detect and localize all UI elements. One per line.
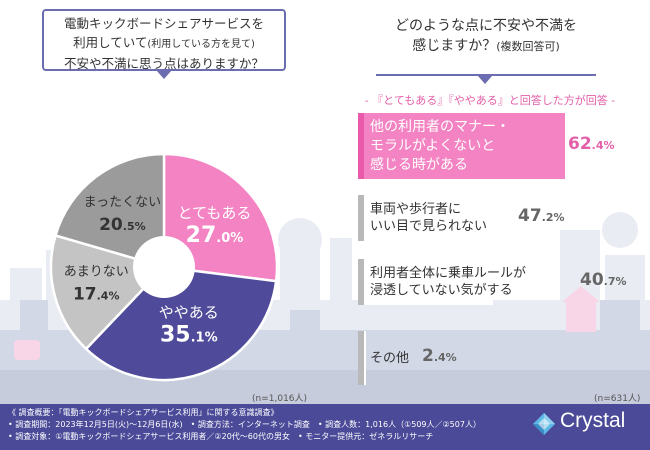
bar-category-label: 他の利用者のマナー・ モラルがよくないと 感じる時がある — [370, 118, 510, 173]
bar — [358, 195, 515, 241]
bar-sample-size: (n=631人) — [594, 394, 641, 404]
bar-value-label: 2.4% — [422, 346, 457, 366]
crystal-logo-icon — [533, 413, 555, 435]
bar-value-label: 40.7% — [580, 270, 627, 290]
footer-line-2: • 調査期間：2023年12月5日(火)〜12月6日(水) • 調査方法：インタ… — [8, 420, 481, 429]
right-question-line-2: 感じますか？(複数回答可) — [376, 36, 596, 57]
crystal-brand-name: Crystal — [560, 409, 626, 432]
right-question-pointer — [478, 76, 492, 84]
pie-slice-value: 27.0% — [186, 223, 244, 248]
pie-slice-2 — [84, 265, 278, 382]
pie-slice-1 — [162, 152, 279, 283]
left-question-note: (利用している方を見て) — [147, 39, 255, 50]
bar — [358, 113, 565, 179]
bar-category-label: 利用者全体に乗車ルールが 浸透していない気がする — [370, 266, 527, 298]
pie-slice-value: 20.5% — [99, 215, 146, 235]
pie-center-hole — [133, 236, 195, 298]
pie-slice-value: 17.4% — [73, 285, 120, 305]
left-question-line-1: 電動キックボードシェアサービスを — [63, 16, 264, 31]
footer-line-3: • 調査対象：①電動キックボードシェアサービス利用者／②20代〜60代の男女 •… — [8, 432, 434, 441]
pie-slice-label: あまりない — [64, 265, 129, 280]
respondent-subnote: - 『とてもある』『ややある』と回答した方が回答 - — [364, 94, 616, 107]
bar-category-label: 車両や歩行者に いい目で見られない — [370, 202, 488, 234]
bar — [358, 259, 493, 305]
bar-value-label: 62.4% — [568, 134, 615, 154]
left-question-line-3: 不安や不満に思う点はありますか？ — [63, 56, 264, 71]
pie-slice-label: とてもある — [178, 204, 252, 222]
bar-edge — [358, 113, 364, 179]
pie-slice-4 — [53, 152, 166, 269]
left-question-line-2-main: 利用していて — [73, 35, 148, 50]
bar-edge — [358, 259, 364, 305]
infographic-canvas: 電動キックボードシェアサービスを 利用していて(利用している方を見て) 不安や不… — [0, 9, 650, 404]
pie-slice-label: ややある — [159, 303, 219, 321]
pie-slice-value: 35.1% — [160, 322, 218, 347]
bar-edge — [358, 195, 364, 241]
left-question-line-2: 利用していて(利用している方を見て) — [44, 33, 284, 54]
bar-value-label: 47.2% — [518, 206, 565, 226]
left-question-box: 電動キックボードシェアサービスを 利用していて(利用している方を見て) 不安や不… — [42, 9, 286, 71]
footer-line-1: 《 調査概要：「電動キックボードシェアサービス利用」に関する意識調査》 — [8, 408, 279, 417]
pie-sample-size: (n=1,016人) — [252, 394, 308, 404]
pie-slice-label: まったくない — [84, 195, 161, 210]
left-question-pointer — [156, 70, 172, 79]
bar-category-label: その他 — [370, 350, 410, 366]
right-question-line-2-main: 感じますか？ — [412, 38, 497, 54]
right-question-note: (複数回答可) — [496, 40, 560, 53]
right-question-line-1: どのような点に不安や不満を — [395, 18, 577, 34]
bar-edge — [358, 331, 364, 385]
right-question-box: どのような点に不安や不満を 感じますか？(複数回答可) — [376, 16, 596, 76]
